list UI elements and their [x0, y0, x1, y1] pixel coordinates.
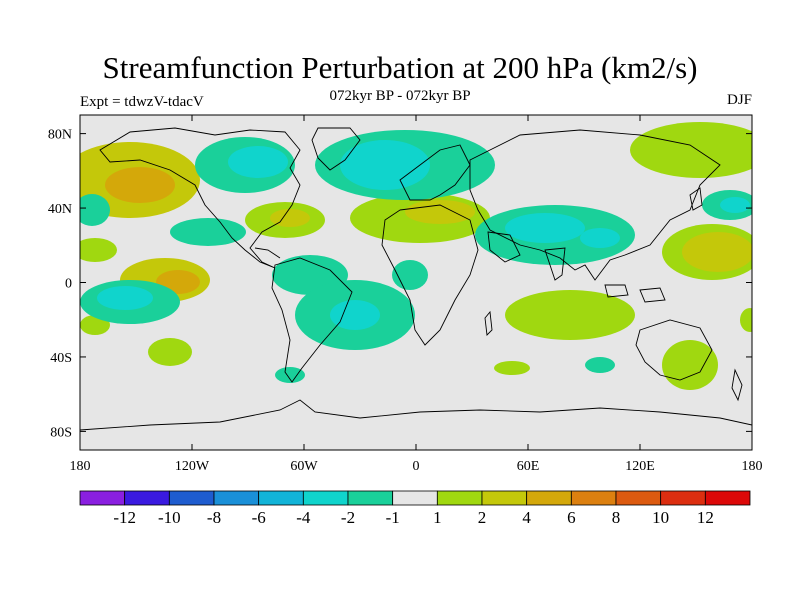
coastlines — [80, 127, 752, 431]
y-tick-label: 0 — [65, 277, 72, 292]
colorbar-label: 1 — [433, 508, 442, 527]
colorbar-label: 10 — [652, 508, 669, 527]
colorbar-label: -6 — [252, 508, 266, 527]
anomaly-patch — [494, 361, 530, 375]
colorbar-label: -1 — [386, 508, 400, 527]
anomaly-patch — [740, 308, 752, 332]
x-tick-label: 180 — [742, 459, 763, 474]
x-tick-label: 0 — [413, 459, 420, 474]
anomaly-patch — [505, 213, 585, 243]
anomaly-patch — [228, 146, 288, 178]
colorbar-label: 12 — [697, 508, 714, 527]
colorbar: -12 -10 -8 -6 -4 -2 -1 1 2 4 6 8 10 12 — [79, 490, 751, 527]
y-tick-label: 80S — [50, 425, 72, 440]
colorbar-swatch — [615, 490, 662, 506]
x-tick-label: 60W — [290, 459, 318, 474]
colorbar-swatch — [704, 490, 751, 506]
colorbar-label: 4 — [522, 508, 531, 527]
contour-field — [80, 122, 752, 390]
colorbar-swatch — [213, 490, 260, 506]
colorbar-label: -4 — [296, 508, 311, 527]
anomaly-patch — [662, 340, 718, 390]
anomaly-patch — [97, 286, 153, 310]
anomaly-patch — [585, 357, 615, 373]
anomaly-patch — [330, 300, 380, 330]
x-tick-label: 120W — [175, 459, 210, 474]
anomaly-patch — [682, 232, 752, 272]
x-tick-label: 180 — [70, 459, 91, 474]
x-tick-label: 120E — [625, 459, 655, 474]
chart-title: Streamfunction Perturbation at 200 hPa (… — [102, 50, 698, 85]
chart-subtitle: 072kyr BP - 072kyr BP — [329, 88, 471, 104]
colorbar-swatch — [79, 490, 126, 506]
colorbar-swatch — [570, 490, 617, 506]
x-tick-label: 60E — [517, 459, 540, 474]
colorbar-swatch — [302, 490, 349, 506]
y-tick-label: 40N — [48, 202, 72, 217]
colorbar-label: -12 — [113, 508, 136, 527]
colorbar-label: 2 — [478, 508, 487, 527]
colorbar-swatch — [124, 490, 170, 506]
colorbar-swatch — [168, 490, 215, 506]
anomaly-patch — [80, 238, 117, 262]
anomaly-patch — [630, 122, 752, 178]
colorbar-label: -2 — [341, 508, 355, 527]
anomaly-patch — [580, 228, 620, 248]
anomaly-patch — [80, 194, 110, 226]
colorbar-swatch — [436, 490, 483, 506]
anomaly-patch — [148, 338, 192, 366]
colorbar-label: 8 — [612, 508, 621, 527]
anomaly-patch — [105, 167, 175, 203]
colorbar-label: 6 — [567, 508, 576, 527]
colorbar-swatch — [660, 490, 706, 506]
colorbar-swatch — [481, 490, 528, 506]
y-tick-label: 40S — [50, 351, 72, 366]
y-tick-label: 80N — [48, 128, 72, 143]
map-axes: 180 120W 60W 0 60E 120E 180 80N 40N 0 40S 80S — [48, 115, 763, 474]
season-label: DJF — [726, 92, 752, 108]
colorbar-swatch — [392, 490, 438, 506]
colorbar-swatch — [347, 490, 394, 506]
anomaly-patch — [720, 197, 750, 213]
colorbar-label: -10 — [158, 508, 181, 527]
anomaly-patch — [505, 290, 635, 340]
colorbar-swatch — [526, 490, 572, 506]
experiment-label: Expt = tdwzV-tdacV — [80, 94, 204, 110]
colorbar-swatch — [258, 490, 304, 506]
colorbar-label: -8 — [207, 508, 221, 527]
anomaly-patch — [340, 140, 430, 190]
anomaly-patch — [170, 218, 246, 246]
anomaly-patch — [405, 200, 475, 224]
anomaly-patch — [275, 367, 305, 383]
